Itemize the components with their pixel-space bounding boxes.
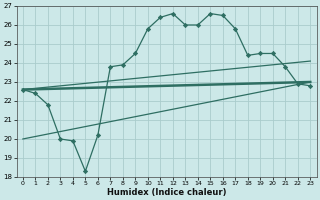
X-axis label: Humidex (Indice chaleur): Humidex (Indice chaleur) (107, 188, 226, 197)
